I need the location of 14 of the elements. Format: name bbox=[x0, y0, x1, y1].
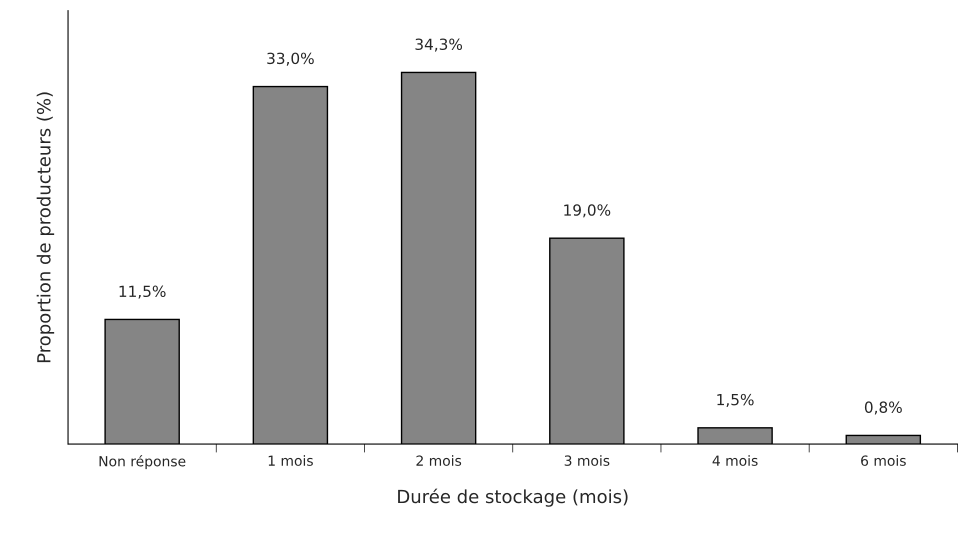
x-tick-label: 3 mois bbox=[564, 455, 610, 466]
x-tick-label: Non réponse bbox=[100, 455, 186, 470]
x-tick-label: 2 mois bbox=[416, 455, 462, 466]
data-label: 0,8% bbox=[864, 401, 902, 415]
x-tick-label: 4 mois bbox=[712, 455, 758, 466]
x-axis-title: Durée de stockage (mois) bbox=[398, 488, 628, 507]
x-tick-label: 6 mois bbox=[861, 455, 906, 466]
x-tick-label: 1 mois bbox=[268, 455, 313, 466]
data-label: 1,5% bbox=[717, 394, 754, 407]
data-label: 19,0% bbox=[564, 204, 610, 218]
y-axis-title: Proportion de producteurs (%) bbox=[36, 92, 54, 362]
data-label: 34,3% bbox=[416, 38, 462, 52]
data-label: 11,5% bbox=[120, 286, 166, 299]
data-label: 33,0% bbox=[267, 52, 314, 66]
